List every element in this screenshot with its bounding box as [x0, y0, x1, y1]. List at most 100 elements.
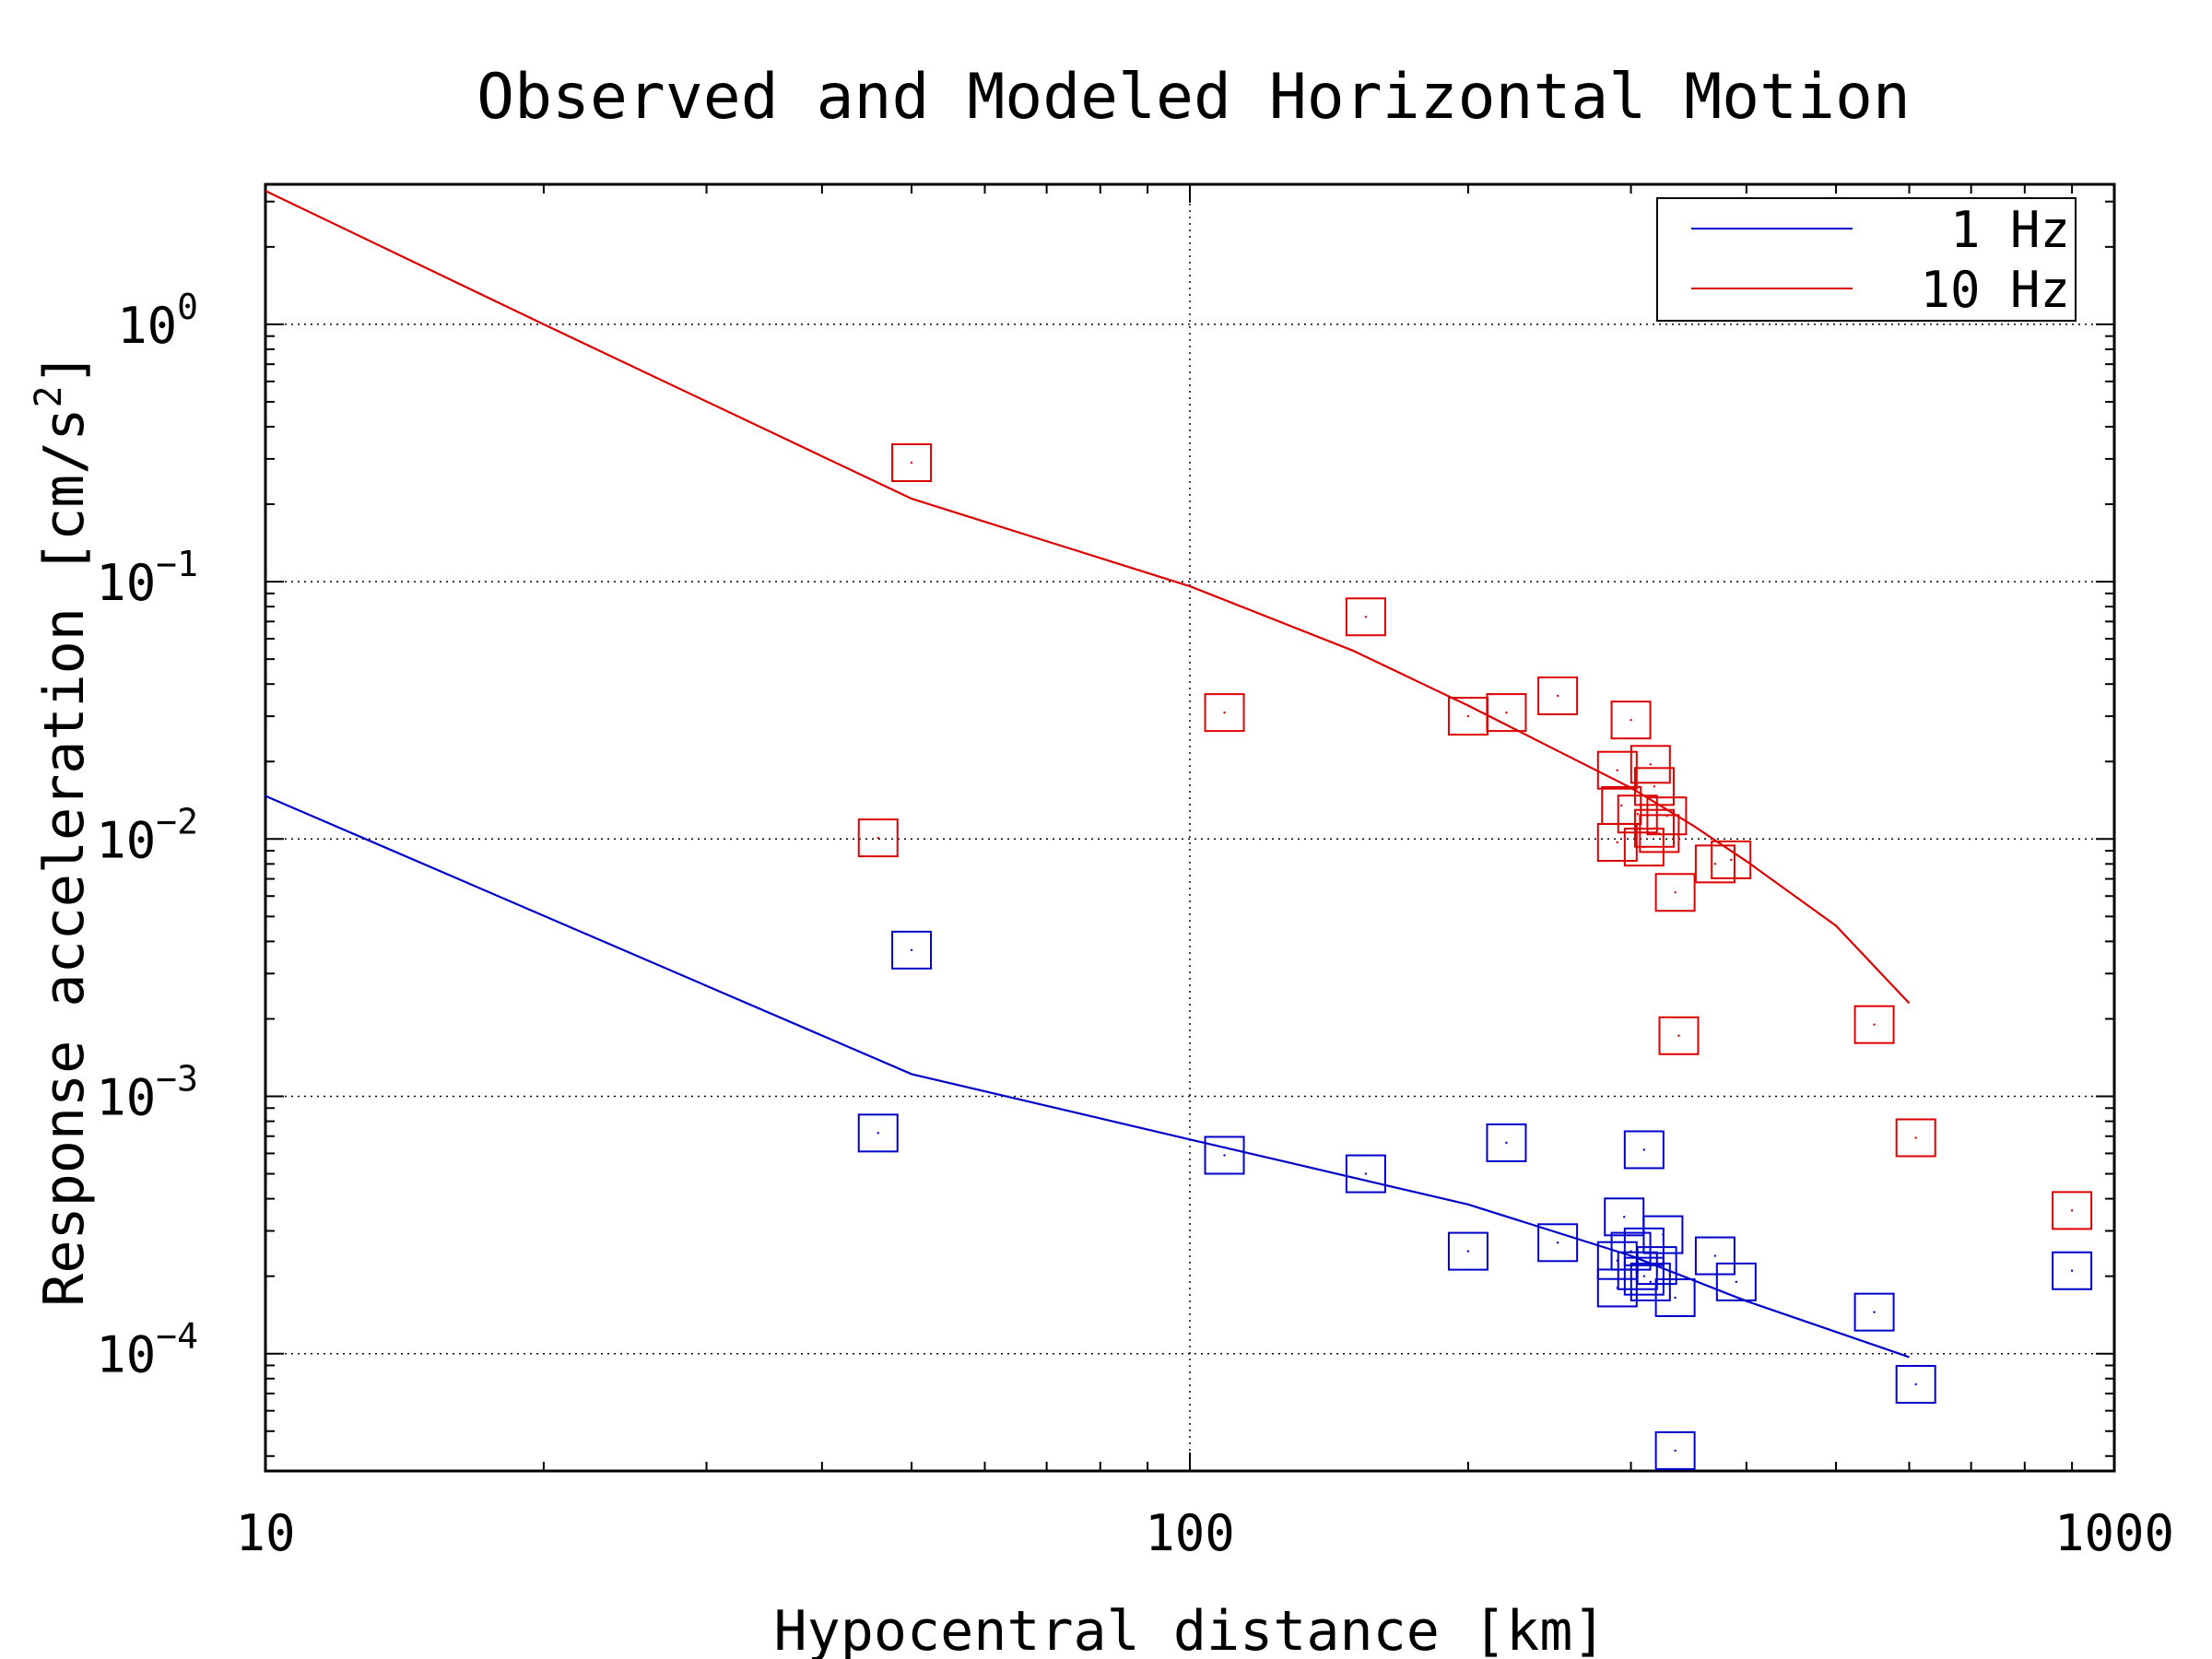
observed-point-1hz [891, 930, 933, 970]
observed-point-10hz [1204, 693, 1245, 733]
observed-point-center [1649, 1280, 1653, 1284]
observed-point-center [1655, 1264, 1658, 1267]
observed-point-center [2070, 1209, 2074, 1212]
observed-point-center [1364, 616, 1368, 618]
model-line-10hz [265, 190, 1911, 1005]
observed-point-10hz [1694, 844, 1735, 884]
grid-lines [265, 184, 2114, 1471]
observed-point-10hz [857, 818, 899, 858]
observed-point-10hz [891, 443, 933, 483]
observed-point-10hz [1654, 873, 1696, 912]
series-1hz [265, 794, 2093, 1470]
observed-point-center [1623, 1216, 1626, 1218]
observed-point-1hz [1204, 1135, 1245, 1175]
observed-point-1hz [1636, 1246, 1677, 1286]
observed-point-center [910, 948, 913, 952]
observed-point-center [1665, 815, 1668, 818]
y-tick-label: 10−1 [96, 544, 198, 612]
y-axis-label-close: ] [32, 352, 97, 385]
observed-point-center [1466, 714, 1470, 718]
observed-point-center [1620, 804, 1623, 807]
observed-point-center [1677, 1034, 1680, 1037]
observed-point-1hz [1537, 1223, 1579, 1263]
observed-point-1hz [1623, 1256, 1665, 1296]
observed-point-10hz [1633, 808, 1675, 848]
y-tick-label: 10−4 [96, 1316, 198, 1384]
observed-point-center [1223, 711, 1226, 714]
observed-point-10hz [1486, 693, 1527, 733]
observed-point-center [1636, 813, 1639, 816]
observed-point-center [1649, 763, 1653, 766]
observed-point-center [1674, 891, 1677, 894]
observed-point-center [1653, 785, 1656, 788]
observed-point-center [2070, 1269, 2074, 1272]
observed-point-1hz [1654, 1277, 1696, 1317]
legend-label-1hz: 1 Hz [1950, 201, 2070, 259]
observed-point-10hz [1537, 676, 1579, 715]
observed-point-center [1674, 1296, 1677, 1300]
observed-point-1hz [1345, 1154, 1386, 1194]
observed-point-center [1730, 858, 1733, 862]
observed-point-center [877, 1132, 879, 1135]
tick-labels: 10 100 1000 100 10−1 10−2 10−3 10−4 [96, 287, 2174, 1562]
observed-point-center [1616, 769, 1618, 771]
observed-point-center [910, 461, 913, 465]
series-10hz [265, 190, 2093, 1230]
y-axis-label-text: Response acceleration [cm/s [32, 407, 97, 1306]
observed-point-10hz [2052, 1191, 2093, 1230]
observed-point-center [1914, 1136, 1917, 1139]
y-tick-label: 10−3 [96, 1059, 198, 1127]
observed-point-10hz [1853, 1005, 1895, 1044]
chart-title: Observed and Modeled Horizontal Motion [477, 61, 1911, 134]
observed-point-10hz [1610, 700, 1652, 740]
observed-point-center [1556, 1241, 1559, 1244]
observed-point-center [1713, 863, 1717, 865]
observed-point-center [1873, 1023, 1876, 1026]
observed-point-center [1630, 719, 1632, 722]
observed-point-center [1364, 1172, 1368, 1175]
observed-point-1hz [1853, 1292, 1895, 1332]
x-tick-label: 1000 [2054, 1504, 2174, 1562]
x-axis-label: Hypocentral distance [km] [773, 1599, 1606, 1659]
y-axis-label-superscript: 2 [28, 385, 70, 407]
observed-point-center [1223, 1154, 1226, 1157]
observed-point-10hz [1630, 745, 1671, 784]
observed-point-10hz [1646, 796, 1688, 836]
observed-point-center [1505, 1141, 1508, 1145]
observed-point-center [1653, 827, 1656, 830]
observed-point-1hz [1623, 1130, 1665, 1170]
observed-point-1hz [1447, 1231, 1488, 1271]
x-tick-label: 10 [235, 1504, 295, 1562]
legend: 1 Hz 10 Hz [1656, 197, 2077, 322]
observed-point-1hz [857, 1113, 899, 1153]
plot-frame [264, 182, 2116, 1473]
y-tick-label: 100 [117, 287, 198, 355]
observed-point-center [1873, 1311, 1876, 1313]
legend-label-10hz: 10 Hz [1920, 261, 2070, 319]
observed-point-10hz [1596, 750, 1638, 790]
observed-point-10hz [1633, 767, 1675, 806]
observed-point-center [1713, 1254, 1717, 1257]
axis-ticks [265, 184, 2115, 1471]
legend-box [1656, 197, 2077, 322]
observed-point-center [1662, 1233, 1665, 1236]
observed-point-1hz [1654, 1430, 1696, 1470]
observed-point-1hz [1715, 1262, 1757, 1301]
observed-point-1hz [2052, 1251, 2093, 1290]
observed-point-1hz [1642, 1215, 1684, 1254]
observed-point-10hz [1658, 1016, 1700, 1055]
observed-point-center [1735, 1280, 1738, 1284]
x-tick-label: 100 [1145, 1504, 1235, 1562]
observed-point-10hz [1617, 794, 1658, 834]
observed-point-center [1914, 1382, 1917, 1386]
observed-point-10hz [1895, 1118, 1936, 1158]
y-axis-label: Response acceleration [cm/s2] [28, 352, 97, 1307]
observed-point-1hz [1486, 1123, 1527, 1162]
observed-point-center [1505, 711, 1508, 714]
observed-point-10hz [1345, 597, 1386, 637]
observed-point-1hz [1694, 1236, 1735, 1276]
observed-point-center [1466, 1250, 1470, 1253]
observed-point-10hz [1711, 840, 1752, 879]
observed-point-1hz [1895, 1364, 1936, 1404]
